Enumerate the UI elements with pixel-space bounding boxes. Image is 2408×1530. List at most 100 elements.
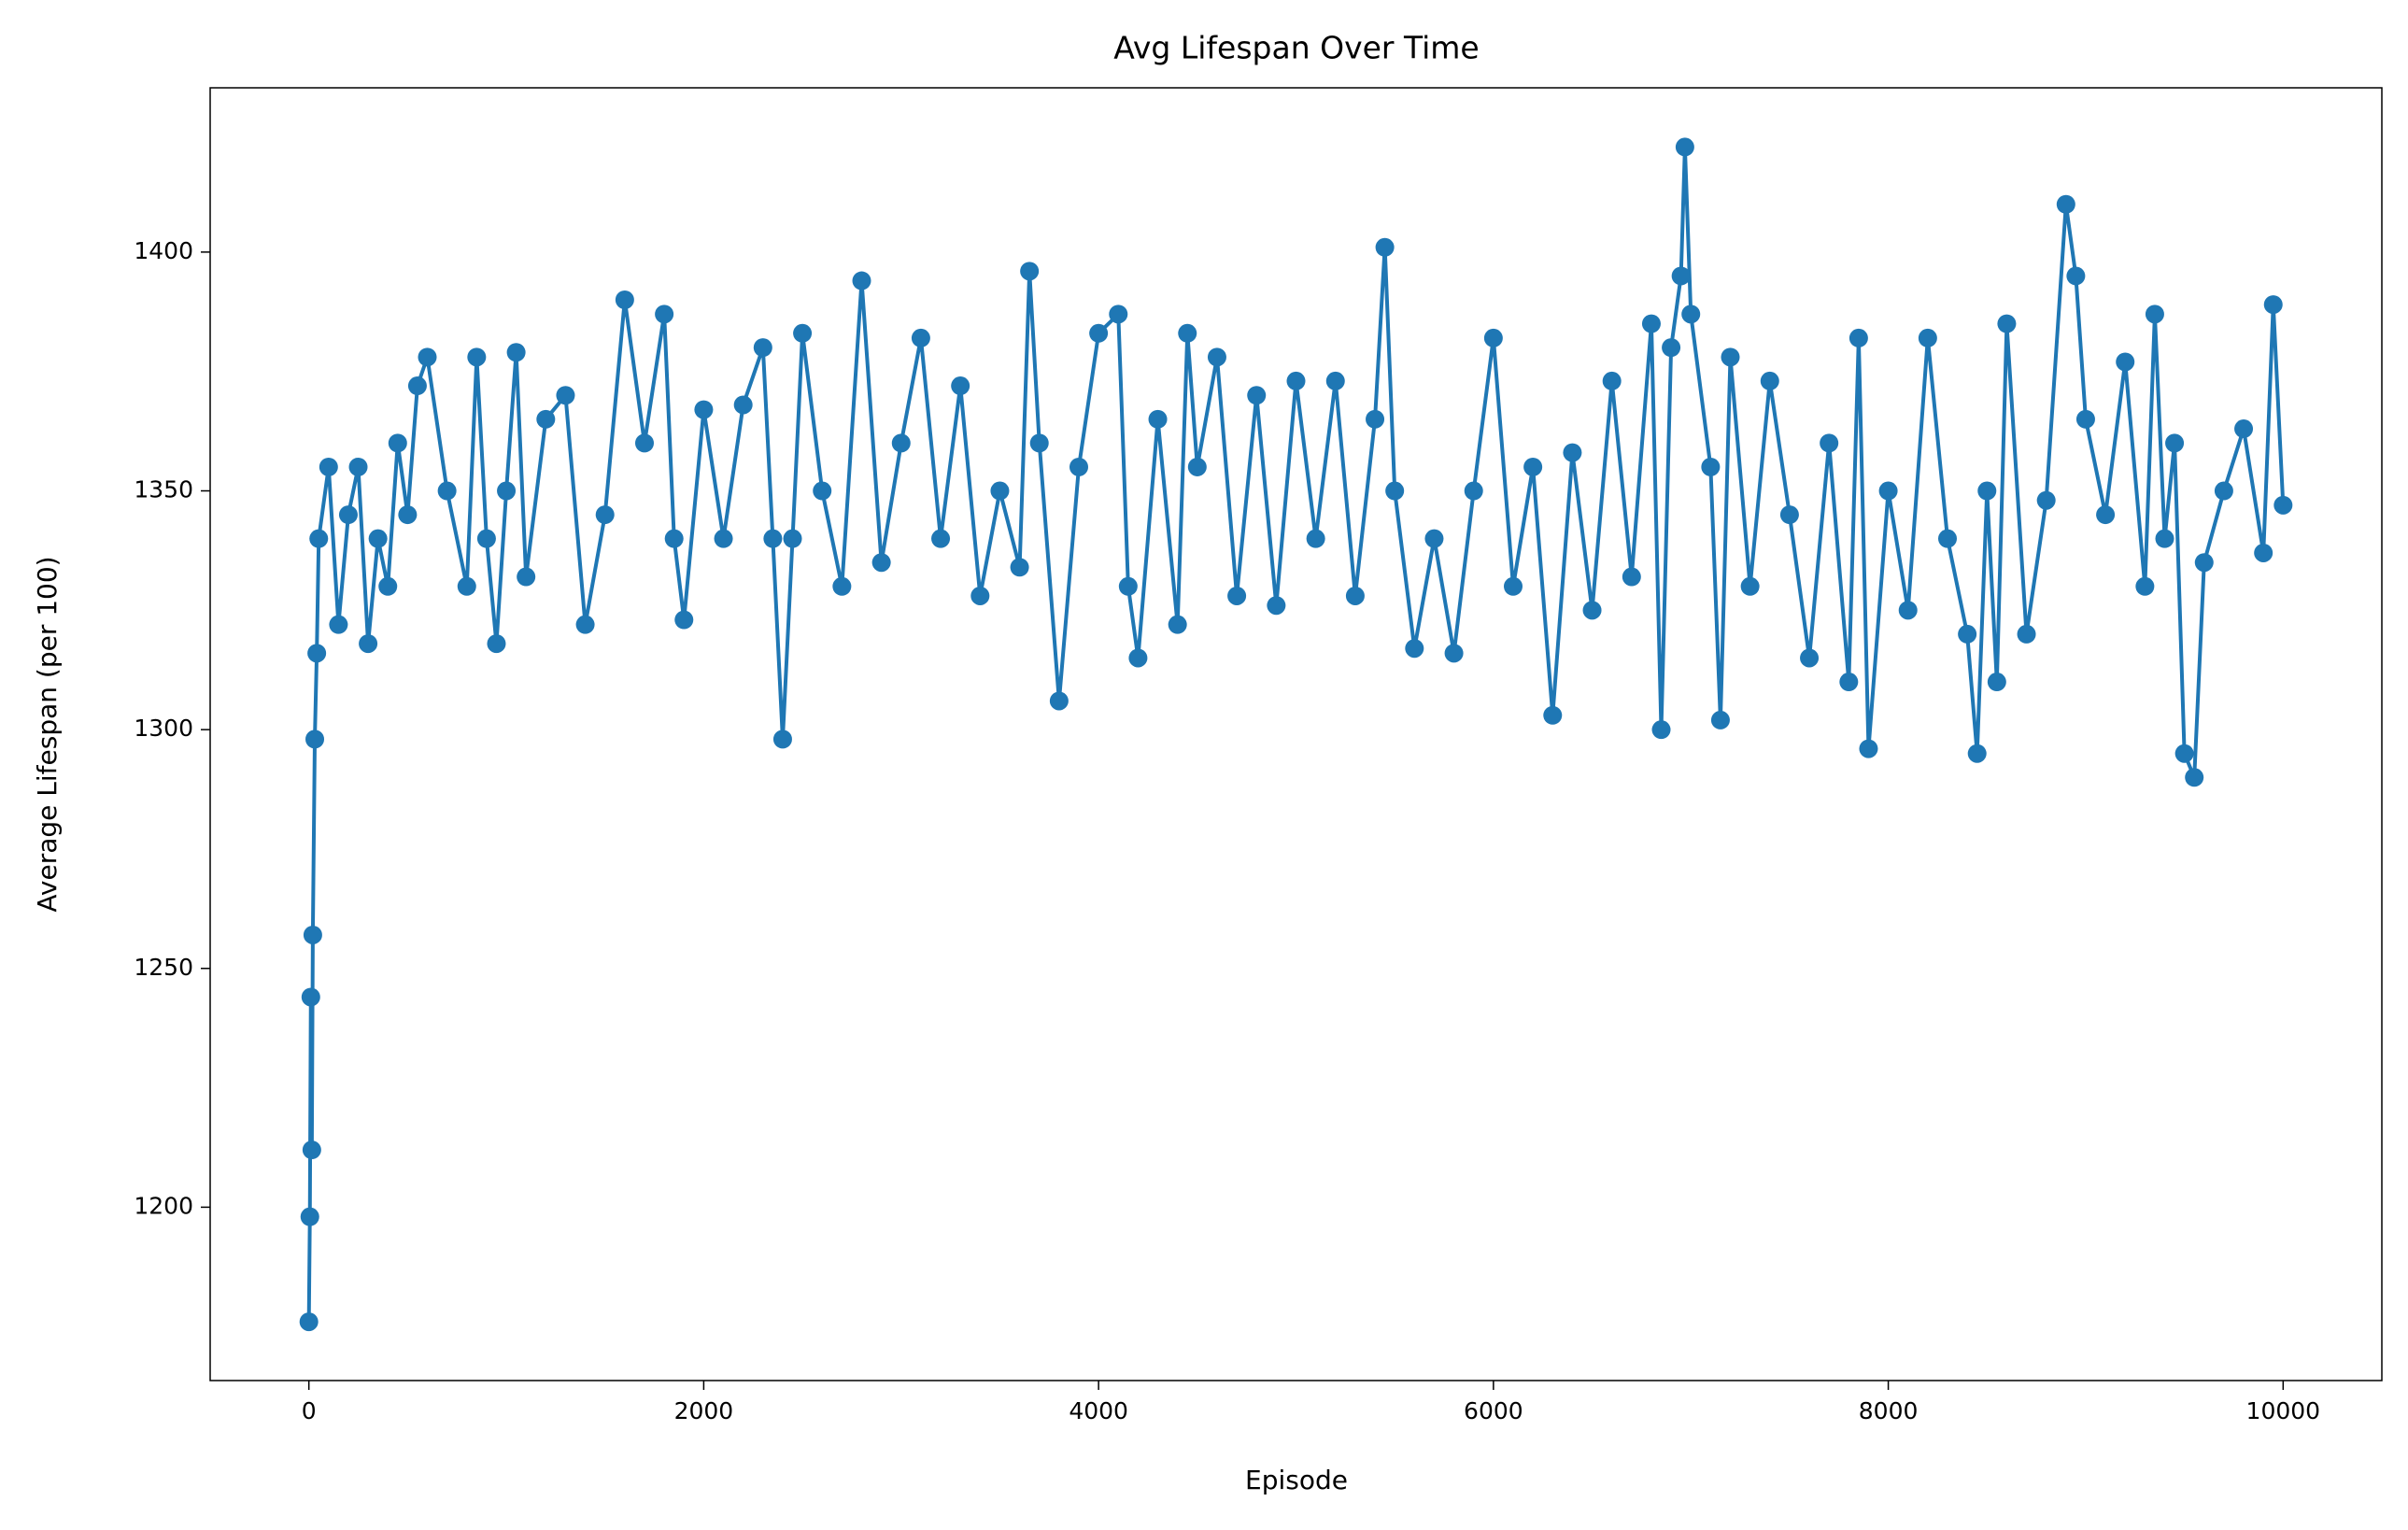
marker: [338, 505, 358, 525]
marker: [301, 987, 320, 1007]
marker: [2075, 409, 2095, 429]
marker: [575, 615, 595, 634]
x-tick-label: 10000: [2246, 1397, 2321, 1424]
marker: [763, 529, 783, 548]
marker: [891, 433, 911, 453]
x-tick-label: 4000: [1069, 1397, 1128, 1424]
marker: [772, 730, 792, 749]
marker: [871, 553, 891, 573]
marker: [1662, 338, 1681, 358]
marker: [437, 481, 457, 501]
marker: [1848, 328, 1868, 347]
marker: [2096, 505, 2116, 525]
marker: [1168, 615, 1187, 634]
marker: [1543, 705, 1563, 725]
marker: [1405, 639, 1424, 659]
marker: [694, 400, 714, 419]
marker: [990, 481, 1010, 501]
marker: [388, 433, 407, 453]
marker: [2066, 266, 2086, 286]
marker: [1375, 237, 1395, 257]
marker: [1286, 371, 1306, 390]
marker: [1779, 505, 1799, 525]
marker: [1839, 673, 1859, 692]
y-tick-label: 1350: [134, 476, 193, 503]
marker: [1710, 710, 1730, 730]
marker: [2036, 490, 2056, 510]
marker: [1721, 347, 1740, 367]
marker: [1227, 586, 1247, 605]
marker: [1029, 433, 1049, 453]
marker: [378, 576, 398, 596]
y-tick-label: 1400: [134, 237, 193, 264]
marker: [398, 505, 418, 525]
marker: [2214, 481, 2233, 501]
plot-frame: [209, 87, 2383, 1381]
marker: [1977, 481, 1997, 501]
marker: [1504, 576, 1523, 596]
y-tick-label: 1250: [134, 954, 193, 981]
marker: [497, 481, 517, 501]
marker: [309, 529, 329, 548]
marker: [1306, 529, 1325, 548]
marker: [1069, 457, 1088, 476]
marker: [2263, 295, 2283, 315]
marker: [931, 529, 951, 548]
marker: [1641, 314, 1661, 333]
marker: [1325, 371, 1345, 390]
marker: [319, 457, 338, 476]
marker: [2234, 419, 2254, 439]
marker: [832, 576, 852, 596]
y-tick-label: 1300: [134, 715, 193, 742]
marker: [2017, 624, 2036, 644]
marker: [1740, 576, 1760, 596]
marker: [1089, 323, 1109, 343]
marker: [1178, 323, 1197, 343]
marker: [1247, 386, 1267, 405]
marker: [305, 730, 325, 749]
marker: [595, 505, 615, 525]
marker: [793, 323, 813, 343]
marker: [1385, 481, 1405, 501]
marker: [951, 376, 970, 396]
marker: [307, 644, 327, 663]
marker: [476, 529, 496, 548]
marker: [329, 615, 348, 634]
marker: [418, 347, 437, 367]
marker: [714, 529, 733, 548]
marker: [1898, 601, 1918, 620]
x-tick-label: 8000: [1859, 1397, 1919, 1424]
marker: [783, 529, 802, 548]
marker: [302, 1140, 321, 1160]
marker: [1967, 744, 1987, 763]
marker: [1800, 648, 1820, 668]
marker: [1651, 720, 1671, 740]
marker: [1987, 673, 2006, 692]
marker: [615, 290, 634, 310]
marker: [1675, 137, 1694, 157]
marker: [1997, 314, 2017, 333]
marker: [1523, 457, 1543, 476]
marker: [2273, 495, 2293, 515]
marker: [1878, 481, 1898, 501]
marker: [2116, 352, 2135, 372]
marker: [2155, 529, 2174, 548]
marker: [457, 576, 476, 596]
marker: [1582, 601, 1602, 620]
marker: [2145, 305, 2164, 324]
marker: [300, 1207, 319, 1226]
marker: [2135, 576, 2155, 596]
marker: [1563, 443, 1582, 462]
marker: [2194, 553, 2214, 573]
marker: [517, 567, 536, 587]
marker: [407, 376, 427, 396]
marker: [1345, 586, 1365, 605]
marker: [2165, 433, 2185, 453]
marker: [506, 343, 526, 362]
marker: [655, 305, 674, 324]
marker: [1020, 262, 1040, 281]
marker: [1187, 457, 1207, 476]
marker: [1701, 457, 1721, 476]
marker: [635, 433, 654, 453]
